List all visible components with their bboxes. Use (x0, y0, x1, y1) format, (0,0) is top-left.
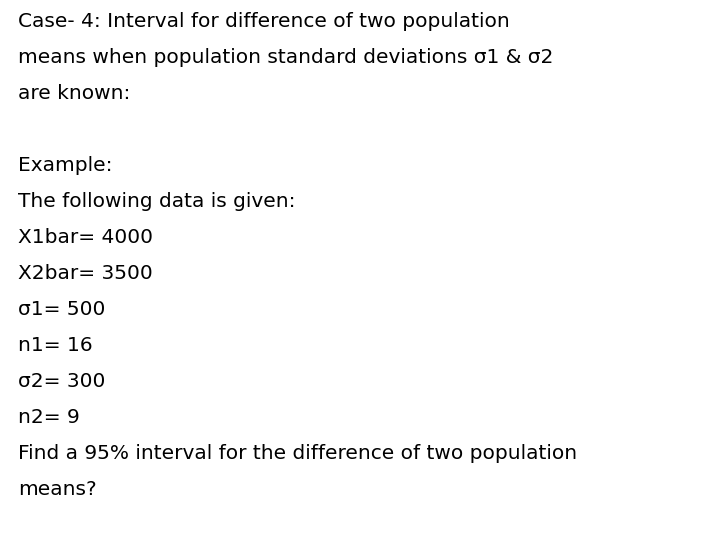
Text: Find a 95% interval for the difference of two population: Find a 95% interval for the difference o… (18, 444, 577, 463)
Text: are known:: are known: (18, 84, 130, 103)
Text: means when population standard deviations σ1 & σ2: means when population standard deviation… (18, 48, 554, 67)
Text: n1= 16: n1= 16 (18, 336, 93, 355)
Text: X2bar= 3500: X2bar= 3500 (18, 264, 153, 283)
Text: n2= 9: n2= 9 (18, 408, 80, 427)
Text: σ2= 300: σ2= 300 (18, 372, 105, 391)
Text: The following data is given:: The following data is given: (18, 192, 295, 211)
Text: σ1= 500: σ1= 500 (18, 300, 105, 319)
Text: means?: means? (18, 480, 96, 499)
Text: Case- 4: Interval for difference of two population: Case- 4: Interval for difference of two … (18, 12, 510, 31)
Text: Example:: Example: (18, 156, 112, 175)
Text: X1bar= 4000: X1bar= 4000 (18, 228, 153, 247)
